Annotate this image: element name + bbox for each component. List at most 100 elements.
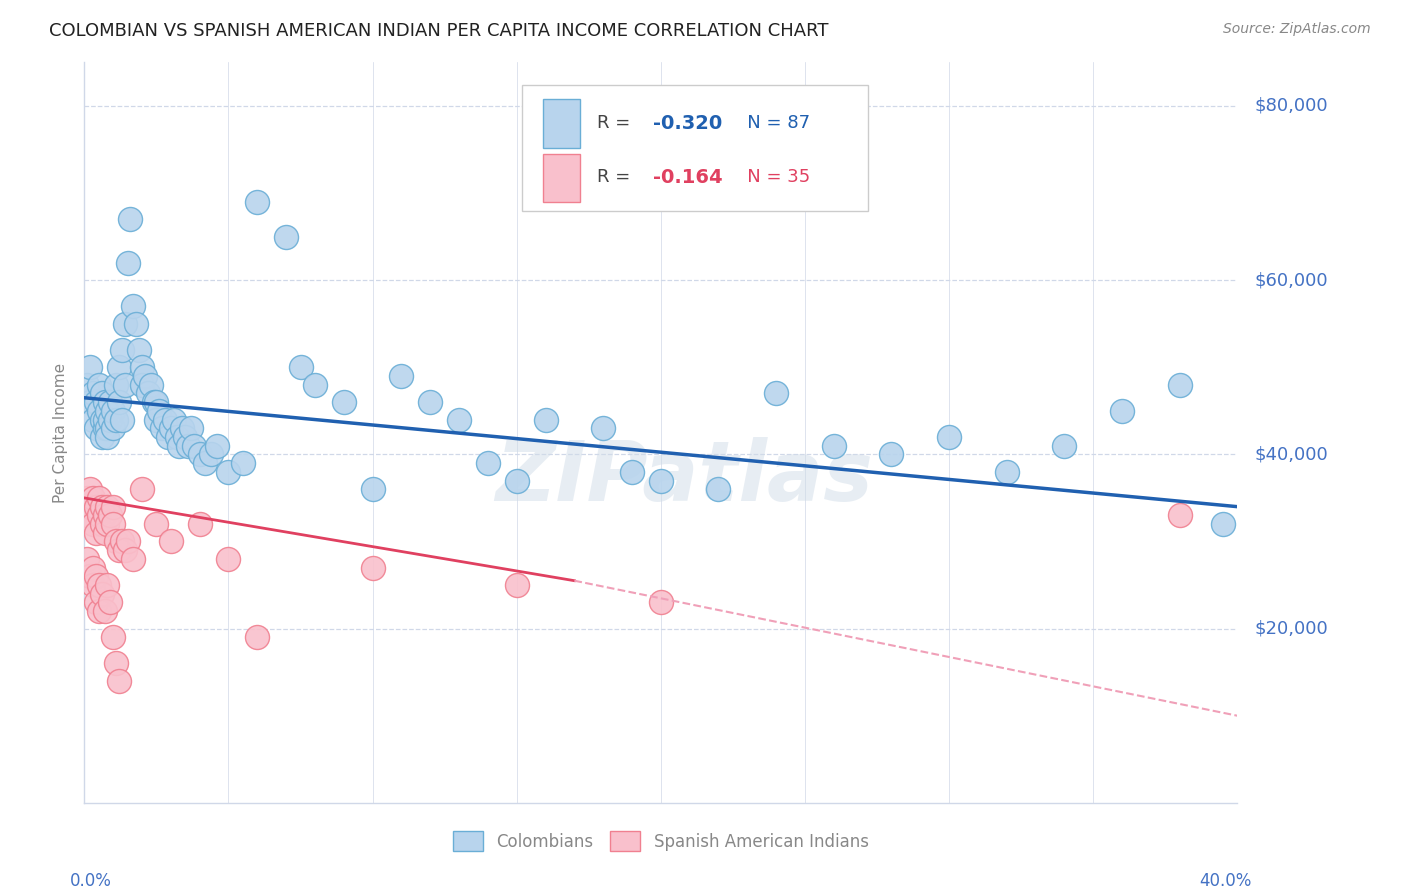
Point — [506, 474, 529, 488]
Text: 0.0%: 0.0% — [70, 872, 112, 890]
Point — [136, 386, 159, 401]
Point — [246, 194, 269, 209]
Point — [131, 377, 153, 392]
Point — [148, 404, 170, 418]
Point — [128, 343, 150, 357]
Point — [111, 412, 134, 426]
Point — [93, 604, 115, 618]
Text: $80,000: $80,000 — [1254, 97, 1329, 115]
Point — [96, 517, 118, 532]
Point — [194, 456, 217, 470]
Point — [122, 552, 145, 566]
Y-axis label: Per Capita Income: Per Capita Income — [53, 362, 69, 503]
Point — [84, 500, 107, 514]
Point — [131, 482, 153, 496]
Text: Source: ZipAtlas.com: Source: ZipAtlas.com — [1223, 22, 1371, 37]
Text: -0.320: -0.320 — [652, 113, 723, 133]
Point — [125, 317, 148, 331]
Point — [96, 430, 118, 444]
Point — [76, 508, 98, 523]
Point — [160, 534, 183, 549]
Point — [391, 369, 413, 384]
Point — [90, 517, 112, 532]
Point — [76, 377, 98, 392]
FancyBboxPatch shape — [523, 85, 869, 211]
Point — [361, 560, 384, 574]
Point — [333, 395, 356, 409]
Point — [87, 578, 110, 592]
Point — [79, 395, 101, 409]
Point — [200, 447, 222, 461]
Point — [98, 508, 121, 523]
Point — [105, 534, 128, 549]
Text: R =: R = — [598, 114, 637, 132]
Point — [276, 229, 298, 244]
Point — [160, 421, 183, 435]
Point — [82, 578, 104, 592]
Point — [506, 578, 529, 592]
Point — [246, 630, 269, 644]
Point — [87, 491, 110, 505]
Point — [188, 517, 211, 532]
Point — [650, 474, 672, 488]
Text: $20,000: $20,000 — [1254, 620, 1329, 638]
Point — [174, 430, 197, 444]
Point — [188, 447, 211, 461]
Point — [98, 395, 121, 409]
Point — [82, 386, 104, 401]
Point — [98, 595, 121, 609]
Point — [1212, 517, 1234, 532]
Point — [218, 552, 240, 566]
Point — [105, 377, 128, 392]
Point — [96, 578, 118, 592]
Point — [103, 404, 124, 418]
Point — [82, 412, 104, 426]
Point — [79, 500, 101, 514]
Point — [90, 500, 112, 514]
Point — [117, 256, 139, 270]
Point — [98, 412, 121, 426]
Point — [592, 421, 614, 435]
Point — [114, 543, 136, 558]
Point — [79, 482, 101, 496]
Point — [111, 534, 134, 549]
Text: $40,000: $40,000 — [1254, 445, 1329, 464]
Point — [87, 404, 110, 418]
Point — [419, 395, 441, 409]
Point — [87, 508, 110, 523]
Point — [90, 587, 112, 601]
Point — [79, 569, 101, 583]
FancyBboxPatch shape — [543, 153, 581, 202]
Point — [90, 386, 112, 401]
Point — [183, 439, 205, 453]
Point — [90, 430, 112, 444]
Point — [823, 439, 845, 453]
Point — [108, 673, 131, 688]
Point — [139, 377, 162, 392]
Point — [103, 630, 124, 644]
Text: 40.0%: 40.0% — [1199, 872, 1251, 890]
Point — [205, 439, 228, 453]
Point — [87, 604, 110, 618]
Point — [120, 212, 142, 227]
Point — [93, 412, 115, 426]
Point — [122, 299, 145, 313]
Point — [108, 360, 131, 375]
Point — [290, 360, 312, 375]
Point — [105, 412, 128, 426]
Point — [134, 369, 156, 384]
Point — [156, 430, 179, 444]
Point — [114, 317, 136, 331]
Point — [449, 412, 471, 426]
Point — [93, 508, 115, 523]
Point — [145, 395, 167, 409]
Point — [84, 421, 107, 435]
Point — [96, 500, 118, 514]
Point — [93, 421, 115, 435]
Point — [150, 421, 173, 435]
Point — [650, 595, 672, 609]
FancyBboxPatch shape — [543, 99, 581, 147]
Point — [172, 421, 194, 435]
Text: COLOMBIAN VS SPANISH AMERICAN INDIAN PER CAPITA INCOME CORRELATION CHART: COLOMBIAN VS SPANISH AMERICAN INDIAN PER… — [49, 22, 828, 40]
Point — [180, 421, 202, 435]
